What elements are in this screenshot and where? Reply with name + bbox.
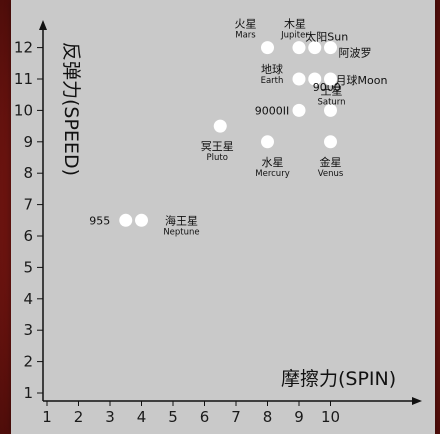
point-sublabel: Pluto	[207, 153, 228, 163]
y-tick-label: 12	[14, 39, 33, 57]
y-axis-title: 反弹力(SPEED)	[60, 42, 82, 176]
scatter-point	[308, 72, 322, 86]
point-sublabel: Saturn	[317, 97, 345, 107]
x-tick-label: 8	[263, 408, 273, 426]
point-label: 阿波罗	[339, 47, 372, 60]
y-tick-label: 9	[23, 133, 33, 151]
scatter-point	[324, 135, 337, 149]
y-tick-label: 5	[23, 258, 33, 276]
x-tick-label: 10	[321, 408, 340, 426]
point-sublabel: Mercury	[255, 169, 289, 179]
point-label: 木星	[284, 18, 306, 31]
scatter-point	[324, 72, 337, 86]
x-tick-label: 6	[200, 408, 210, 426]
scatter-point	[292, 41, 306, 55]
scatter-point	[135, 213, 148, 227]
point-label: 火星	[235, 18, 257, 31]
point-label: 955	[89, 214, 110, 227]
scatter-point	[119, 213, 133, 227]
y-tick-label: 2	[23, 353, 33, 371]
point-sublabel: Earth	[261, 76, 284, 86]
point-label: 海王星	[165, 213, 198, 227]
y-tick-label: 6	[23, 227, 33, 245]
point-label: 太阳Sun	[305, 31, 348, 44]
y-tick-label: 10	[14, 101, 33, 119]
y-tick-label: 4	[23, 290, 33, 308]
point-sublabel: Jupiter	[280, 31, 309, 41]
scatter-point	[292, 72, 306, 86]
chart-panel: 1 2 3 4 5 6 7 8 9 10 1 2 3 4 5 6 7 8 9 10 11 12 火星 Mars 木星 Jupit…	[11, 0, 435, 434]
point-label: 9000II	[255, 104, 289, 117]
x-tick-label: 1	[42, 408, 52, 426]
point-sublabel: Neptune	[163, 227, 199, 237]
scatter-point	[292, 103, 306, 117]
x-tick-label: 4	[137, 408, 147, 426]
point-label: 水星	[262, 156, 284, 169]
y-tick-label: 3	[23, 321, 33, 339]
scatter-point	[261, 135, 274, 149]
x-tick-label: 2	[74, 408, 84, 426]
point-label: 金星	[320, 155, 342, 169]
y-tick-label: 8	[23, 164, 33, 182]
scatter-point	[324, 41, 337, 55]
scatter-point	[324, 103, 337, 117]
x-tick-label: 3	[105, 408, 115, 426]
scatter-point	[213, 119, 227, 133]
x-axis-title: 摩擦力(SPIN)	[281, 368, 396, 390]
x-axis-arrow	[412, 397, 422, 405]
y-tick-label: 1	[23, 384, 33, 402]
y-axis-arrow	[39, 20, 47, 30]
x-tick-label: 7	[231, 408, 241, 426]
scatter-point	[308, 41, 322, 55]
point-label: 月球Moon	[336, 73, 388, 87]
x-tick-label: 9	[294, 408, 304, 426]
point-label: 土星	[321, 84, 343, 97]
point-label: 地球	[261, 62, 283, 76]
axes	[39, 20, 422, 405]
y-tick-label: 7	[23, 196, 33, 214]
x-tick-label: 5	[168, 408, 178, 426]
point-label: 冥王星	[201, 140, 234, 153]
point-sublabel: Venus	[318, 169, 344, 179]
scatter-point	[261, 41, 274, 55]
y-tick-label: 11	[14, 70, 33, 88]
point-sublabel: Mars	[235, 31, 256, 41]
